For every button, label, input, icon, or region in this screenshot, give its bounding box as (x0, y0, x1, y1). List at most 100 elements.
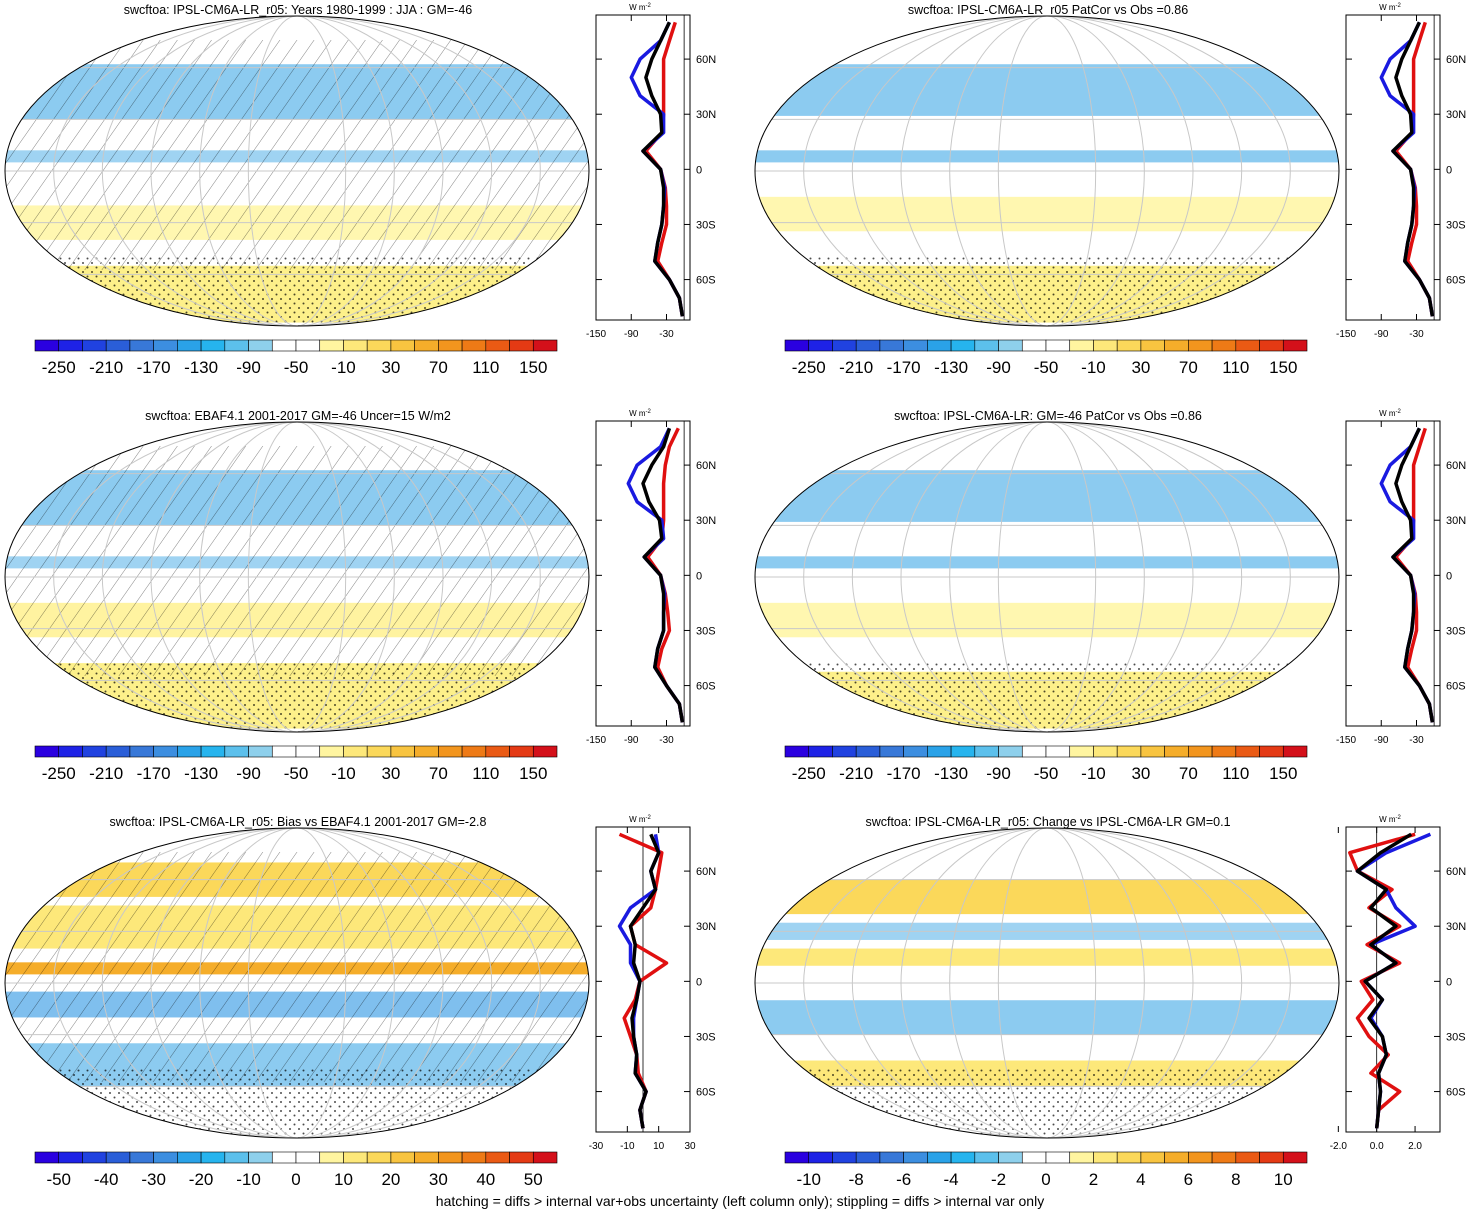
zonal-mean-line (1355, 832, 1413, 1129)
colorbar-box (1069, 745, 1094, 758)
colorbar-box (1211, 339, 1237, 352)
y-tick-label: 0 (1446, 976, 1452, 988)
colorbar-box (509, 339, 534, 352)
map (755, 422, 1339, 732)
colorbar-label: -10 (796, 1170, 821, 1189)
hatching (5, 40, 589, 270)
zonal-mean-line (1391, 21, 1435, 317)
map-field (755, 150, 1339, 163)
colorbar-box (784, 745, 810, 758)
colorbar-box (129, 745, 154, 758)
colorbar-box (224, 1151, 249, 1164)
x-tick-label: 0.0 (1370, 1141, 1384, 1152)
map-field (755, 602, 1339, 638)
colorbar-box (1235, 1151, 1260, 1164)
panel: swcftoa: IPSL-CM6A-LR_r05: Years 1980-19… (4, 3, 716, 377)
colorbar-box (998, 1151, 1023, 1164)
graticule (949, 422, 1145, 732)
colorbar-box (200, 1151, 226, 1164)
graticule (199, 16, 395, 326)
colorbar-label: 50 (524, 1170, 543, 1189)
colorbar-label: -6 (896, 1170, 911, 1189)
colorbar-box (808, 1151, 833, 1164)
y-tick-label: 30N (1446, 921, 1466, 933)
colorbar-box (248, 339, 273, 352)
colorbar-box (855, 1151, 881, 1164)
units-exp: -2 (1396, 3, 1402, 9)
units: W m-2 (629, 409, 651, 418)
colorbar-box (58, 1151, 83, 1164)
colorbar-box (105, 339, 131, 352)
x-tick-label: -90 (1374, 735, 1389, 746)
colorbar-label: 0 (291, 1170, 300, 1189)
graticule (150, 422, 444, 732)
x-tick-label: -30 (1409, 735, 1424, 746)
side-frame (595, 14, 691, 321)
colorbar-box (927, 745, 952, 758)
graticule (851, 828, 1243, 1138)
colorbar-label: -50 (284, 764, 309, 783)
colorbar-label: -170 (887, 764, 921, 783)
colorbar-box (1093, 745, 1118, 758)
units-base: W m (629, 3, 646, 12)
colorbar-label: -10 (331, 358, 356, 377)
colorbar-box (832, 745, 857, 758)
colorbar-box (509, 1151, 534, 1164)
x-tick-label: -10 (620, 1141, 635, 1152)
colorbar-label: -210 (839, 764, 873, 783)
zonal-mean-line (1379, 427, 1435, 723)
graticule (803, 16, 1291, 326)
y-tick-label: 60N (696, 460, 716, 472)
colorbar-box (532, 1151, 558, 1164)
x-tick-label: 2.0 (1408, 1141, 1422, 1152)
colorbar-box (438, 1151, 463, 1164)
map-border (4, 827, 590, 1139)
colorbar-box (1282, 745, 1308, 758)
graticule (101, 422, 493, 732)
colorbar-label: 110 (472, 358, 499, 377)
map-border (754, 827, 1340, 1139)
colorbar-box (319, 745, 344, 758)
map (755, 16, 1339, 326)
graticule (150, 828, 444, 1138)
colorbar-box (366, 1151, 392, 1164)
map-field (755, 470, 1339, 522)
colorbar-label: -10 (331, 764, 356, 783)
colorbar-label: -90 (986, 764, 1011, 783)
colorbar-box (1188, 339, 1213, 352)
y-tick-label: 0 (1446, 164, 1452, 176)
y-tick-label: 60S (1446, 681, 1466, 693)
x-tick-label: 30 (684, 1141, 696, 1152)
colorbar-box (1211, 1151, 1237, 1164)
panel-title: swcftoa: IPSL-CM6A-LR_r05: Years 1980-19… (124, 3, 472, 17)
colorbar-box (295, 339, 321, 352)
graticule (997, 828, 1097, 1138)
colorbar-box (1164, 1151, 1189, 1164)
colorbar-box (1045, 339, 1071, 352)
colorbar-box (271, 1151, 297, 1164)
map-field (755, 948, 1339, 966)
map-field (755, 556, 1339, 569)
colorbar-box (1021, 339, 1047, 352)
colorbar-box (485, 745, 510, 758)
y-tick-label: 30S (696, 625, 716, 637)
colorbar-box (903, 1151, 928, 1164)
colorbar-box (1188, 1151, 1213, 1164)
y-tick-label: 30S (696, 1031, 716, 1043)
colorbar-box (832, 1151, 857, 1164)
colorbar-box (950, 745, 976, 758)
zonal-mean-line (645, 427, 685, 723)
zonal-mean-line (626, 427, 685, 723)
colorbar-label: 0 (1041, 1170, 1050, 1189)
colorbar-box (950, 339, 976, 352)
y-tick-label: 60S (696, 275, 716, 287)
x-tick-label: -150 (1336, 329, 1356, 340)
colorbar-label: 110 (1222, 358, 1249, 377)
units-exp: -2 (1396, 815, 1402, 821)
x-tick-label: -90 (1374, 329, 1389, 340)
panel-title: swcftoa: IPSL-CM6A-LR_r05 PatCor vs Obs … (908, 3, 1188, 17)
colorbar-label: -250 (792, 764, 826, 783)
colorbar-box (200, 339, 226, 352)
panel-title: swcftoa: IPSL-CM6A-LR: GM=-46 PatCor vs … (894, 409, 1202, 423)
map-border (4, 15, 590, 327)
